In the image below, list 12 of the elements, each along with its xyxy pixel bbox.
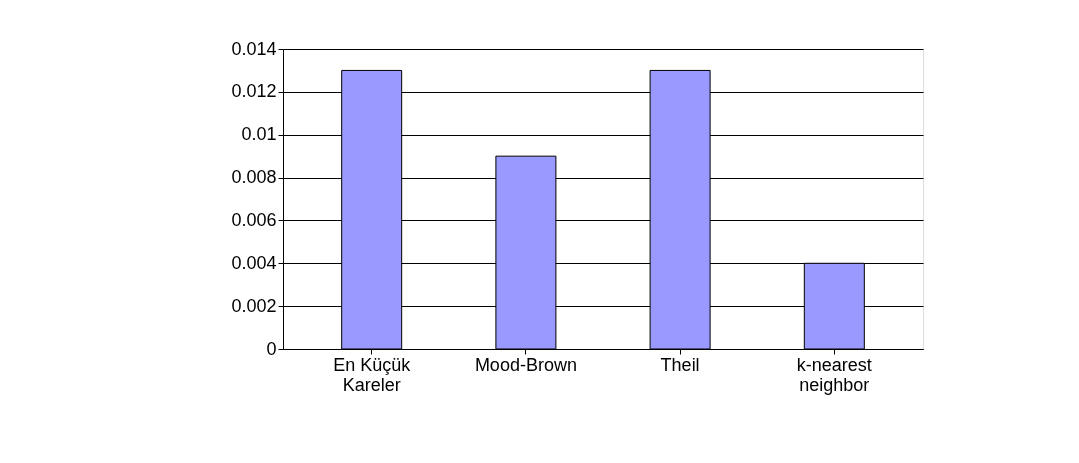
x-tick-label: Theil	[660, 354, 700, 375]
y-tick-label: 0.01	[241, 124, 277, 145]
y-tick-label: 0.002	[231, 295, 277, 316]
y-tick-label: 0	[266, 338, 277, 359]
x-tick-label: En Küçük Kareler	[333, 354, 412, 395]
y-tick-label: 0.006	[231, 209, 277, 230]
y-tick-label: 0.008	[231, 167, 277, 188]
x-tick-label: k-nearest neighbor	[796, 354, 872, 395]
y-tick-label: 0.012	[231, 81, 277, 102]
y-tick-label: 0.014	[231, 38, 277, 59]
y-tick-label: 0.004	[231, 252, 277, 273]
x-tick-label: Mood-Brown	[474, 354, 577, 375]
